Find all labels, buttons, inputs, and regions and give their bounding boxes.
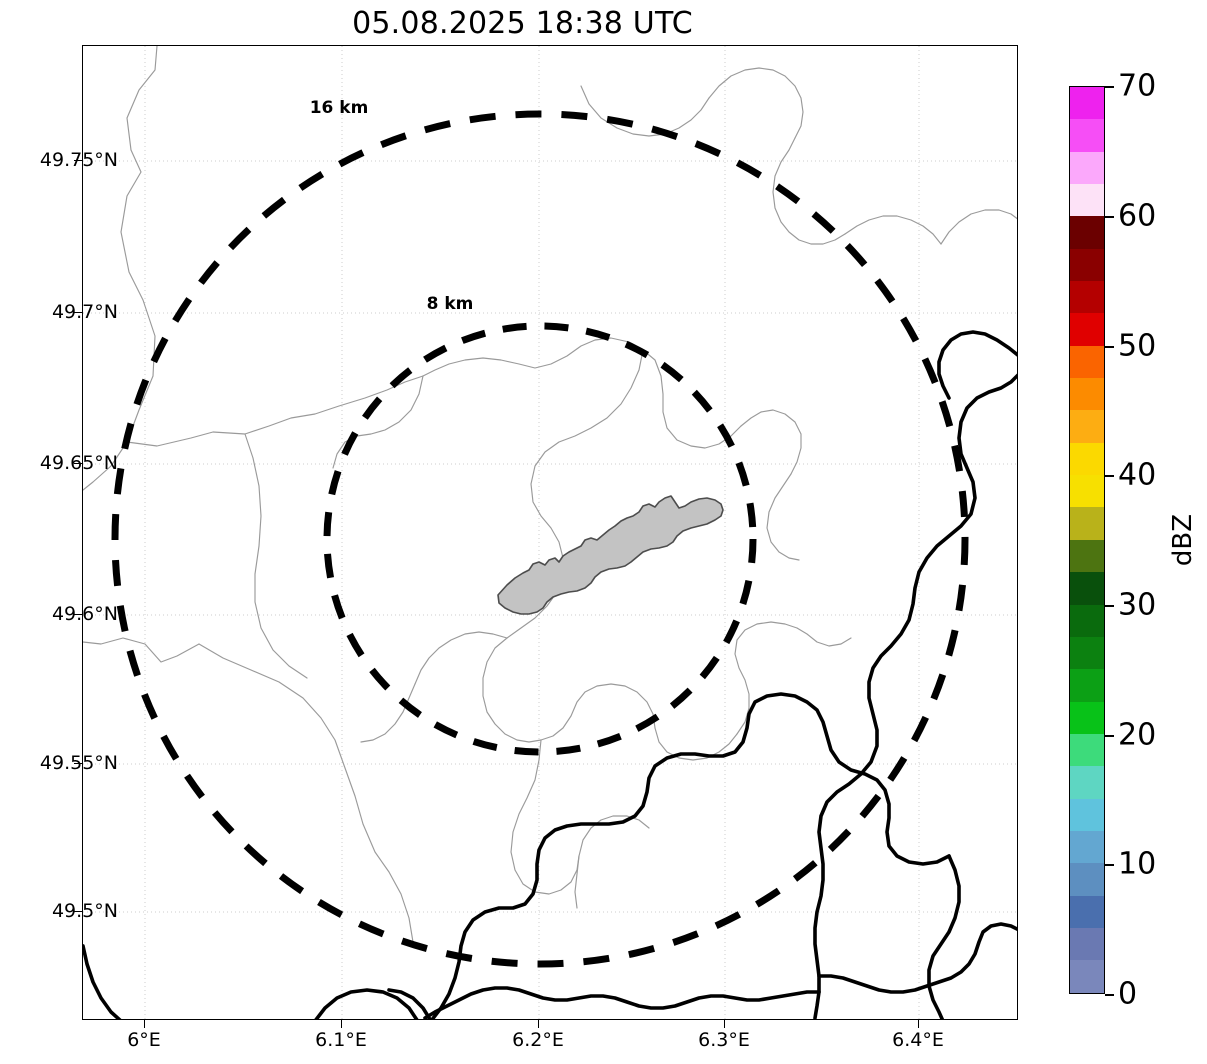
x-tick-label: 6.4°E [892, 1029, 944, 1051]
city-polygon [497, 495, 724, 615]
colorbar-band [1070, 248, 1104, 282]
x-tick-label: 6°E [127, 1029, 161, 1051]
colorbar-band [1070, 313, 1104, 346]
x-tick-mark [724, 1020, 726, 1028]
y-tick-label: 49.65°N [39, 452, 118, 474]
national-border [83, 330, 1017, 1019]
colorbar-band [1070, 151, 1104, 185]
range-ring-8km [323, 322, 757, 756]
colorbar-band [1070, 87, 1104, 120]
colorbar-tick-mark [1105, 994, 1114, 996]
colorbar-band [1070, 766, 1104, 799]
colorbar-band [1070, 798, 1104, 831]
colorbar-band [1070, 669, 1104, 702]
colorbar-band [1070, 636, 1104, 670]
y-tick-mark [74, 763, 82, 765]
colorbar-tick-mark [1105, 86, 1114, 88]
colorbar-band [1070, 830, 1104, 864]
page-title: 05.08.2025 18:38 UTC [352, 6, 693, 41]
colorbar-band [1070, 119, 1104, 152]
colorbar-band [1070, 572, 1104, 605]
range-ring-label-8km: 8 km [426, 294, 474, 314]
colorbar-tick-mark [1105, 346, 1114, 348]
colorbar-band [1070, 475, 1104, 508]
x-tick-label: 6.3°E [698, 1029, 750, 1051]
colorbar-band [1070, 216, 1104, 249]
admin-boundaries [83, 46, 1017, 943]
y-tick-label: 49.75°N [39, 149, 118, 171]
colorbar-tick-label: 40 [1118, 457, 1157, 493]
x-tick-mark [538, 1020, 540, 1028]
colorbar-band [1070, 378, 1104, 411]
colorbar-band [1070, 701, 1104, 734]
y-tick-mark [74, 160, 82, 162]
colorbar-gradient [1069, 86, 1105, 994]
colorbar-band [1070, 733, 1104, 767]
colorbar-tick-mark [1105, 475, 1114, 477]
range-ring-16km [111, 110, 969, 968]
y-tick-label: 49.55°N [39, 752, 118, 774]
y-tick-label: 49.7°N [51, 301, 118, 323]
colorbar-band [1070, 960, 1104, 993]
colorbar-band [1070, 345, 1104, 379]
x-tick-mark [918, 1020, 920, 1028]
colorbar-band [1070, 184, 1104, 217]
x-tick-mark [144, 1020, 146, 1028]
colorbar-tick-label: 60 [1118, 198, 1157, 234]
colorbar-tick-label: 0 [1118, 976, 1138, 1012]
y-tick-mark [74, 614, 82, 616]
x-tick-label: 6.2°E [512, 1029, 564, 1051]
map-canvas [83, 46, 1017, 1019]
colorbar-tick-mark [1105, 216, 1114, 218]
colorbar-band [1070, 539, 1104, 573]
map-axes: 16 km 8 km [82, 45, 1018, 1020]
range-ring-label-16km: 16 km [309, 98, 369, 118]
colorbar-band [1070, 507, 1104, 540]
colorbar-band [1070, 281, 1104, 314]
y-tick-mark [74, 312, 82, 314]
colorbar-tick-label: 70 [1118, 68, 1157, 104]
colorbar-tick-label: 20 [1118, 717, 1157, 753]
colorbar-band [1070, 927, 1104, 961]
colorbar-band [1070, 410, 1104, 443]
colorbar-band [1070, 604, 1104, 637]
y-tick-mark [74, 463, 82, 465]
colorbar-band [1070, 442, 1104, 476]
y-tick-label: 49.5°N [51, 900, 118, 922]
x-tick-label: 6.1°E [315, 1029, 367, 1051]
x-tick-mark [341, 1020, 343, 1028]
y-tick-label: 49.6°N [51, 603, 118, 625]
colorbar-axis-label: dBZ [1168, 513, 1198, 567]
colorbar-band [1070, 895, 1104, 928]
gridlines [83, 46, 1017, 1019]
colorbar-tick-mark [1105, 605, 1114, 607]
colorbar [1069, 86, 1105, 994]
colorbar-tick-mark [1105, 864, 1114, 866]
colorbar-tick-mark [1105, 735, 1114, 737]
colorbar-tick-label: 10 [1118, 846, 1157, 882]
colorbar-tick-label: 30 [1118, 587, 1157, 623]
y-tick-mark [74, 911, 82, 913]
colorbar-tick-label: 50 [1118, 328, 1157, 364]
range-rings [111, 110, 969, 968]
colorbar-band [1070, 863, 1104, 896]
